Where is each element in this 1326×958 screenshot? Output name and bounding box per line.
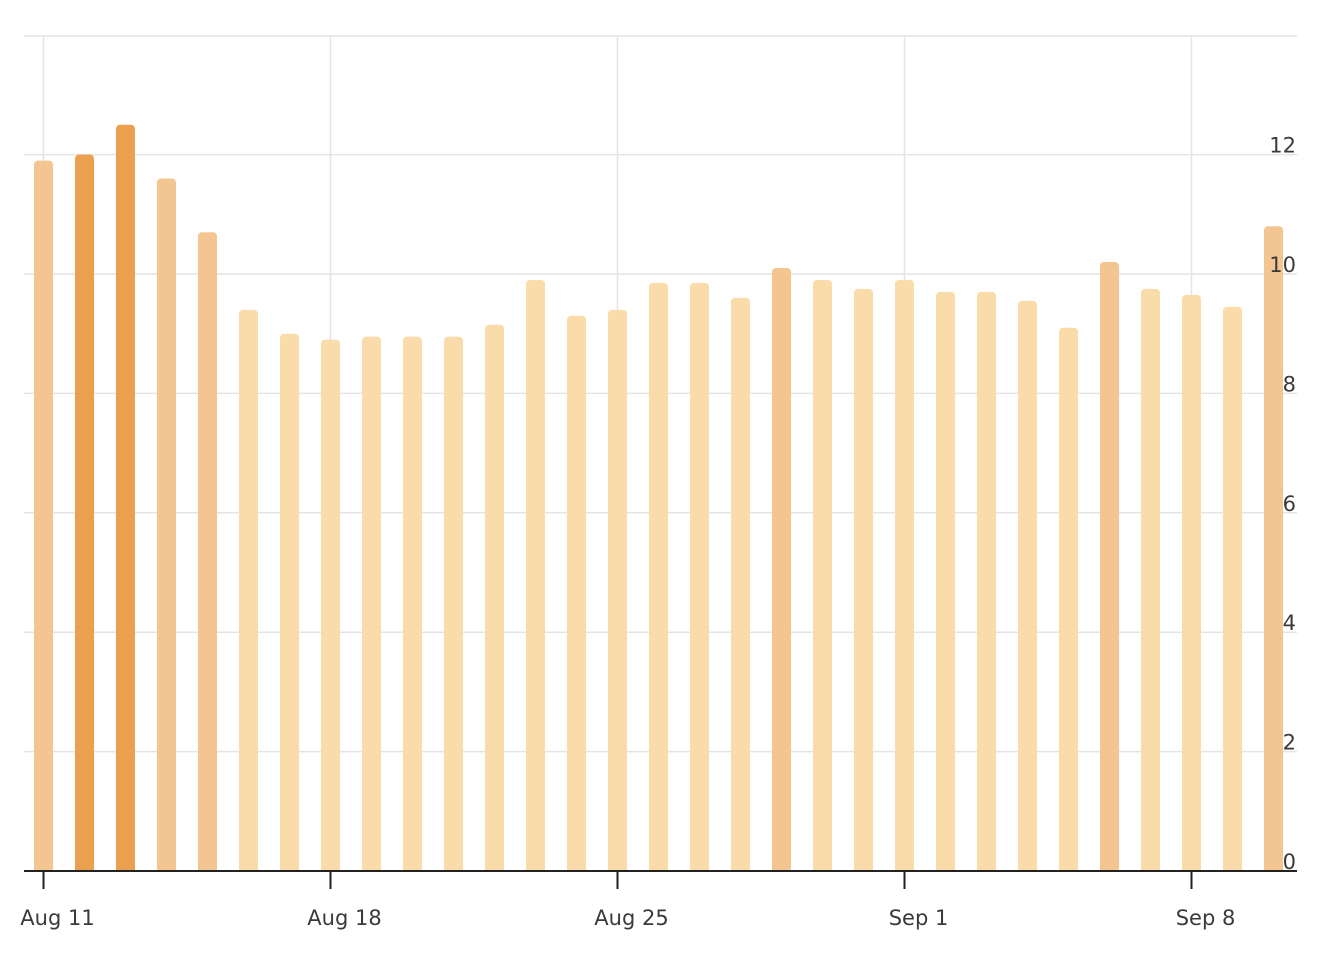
bar-base bbox=[280, 865, 299, 871]
bar bbox=[731, 297, 750, 871]
x-tick-label: Aug 25 bbox=[594, 906, 668, 930]
bar bbox=[321, 339, 340, 871]
bar-base bbox=[485, 865, 504, 871]
x-tick-label: Sep 8 bbox=[1176, 906, 1236, 930]
bar-base bbox=[1100, 865, 1119, 871]
y-tick-label: 4 bbox=[1283, 611, 1296, 635]
bar-base bbox=[362, 865, 381, 871]
bar-base bbox=[75, 865, 94, 871]
bar bbox=[1223, 306, 1242, 872]
bar bbox=[1059, 327, 1078, 872]
bar-base bbox=[321, 865, 340, 871]
bar bbox=[1100, 262, 1119, 871]
bar bbox=[854, 288, 873, 871]
bar-base bbox=[403, 865, 422, 871]
bar-base bbox=[239, 865, 258, 871]
bar-base bbox=[608, 865, 627, 871]
bar-base bbox=[649, 865, 668, 871]
bar-base bbox=[567, 865, 586, 871]
x-tick-label: Aug 11 bbox=[20, 906, 94, 930]
bar-base bbox=[444, 865, 463, 871]
bar-base bbox=[1059, 865, 1078, 871]
bar bbox=[444, 336, 463, 871]
bar-base bbox=[34, 865, 53, 871]
bar bbox=[485, 324, 504, 871]
bar bbox=[1018, 300, 1037, 871]
bar bbox=[1264, 226, 1283, 872]
bar-base bbox=[1018, 865, 1037, 871]
bar bbox=[157, 178, 176, 872]
bar-base bbox=[813, 865, 832, 871]
bar bbox=[1141, 288, 1160, 871]
bar-base bbox=[977, 865, 996, 871]
bar bbox=[977, 291, 996, 871]
bar bbox=[936, 291, 955, 871]
bar bbox=[403, 336, 422, 871]
bar bbox=[198, 232, 217, 871]
bar bbox=[1182, 294, 1201, 871]
bar bbox=[690, 282, 709, 872]
bar-base bbox=[526, 865, 545, 871]
y-axis: 0 2 4 6 8 10 12 bbox=[1269, 134, 1296, 874]
x-axis-labels: Aug 11 Aug 18 Aug 25 Sep 1 Sep 8 bbox=[20, 906, 1235, 930]
bars bbox=[34, 124, 1283, 872]
bar-base bbox=[157, 865, 176, 871]
y-tick-label: 6 bbox=[1283, 492, 1296, 516]
bar-base bbox=[1223, 865, 1242, 871]
x-axis bbox=[24, 870, 1297, 889]
bar-base bbox=[731, 865, 750, 871]
y-tick-label: 2 bbox=[1283, 731, 1296, 755]
y-tick-label: 8 bbox=[1283, 372, 1296, 396]
bar bbox=[280, 333, 299, 871]
y-tick-label: 0 bbox=[1283, 850, 1296, 874]
bar bbox=[75, 154, 94, 872]
bar-base bbox=[690, 865, 709, 871]
bar-base bbox=[198, 865, 217, 871]
bar-base bbox=[772, 865, 791, 871]
bar bbox=[239, 309, 258, 871]
bar-base bbox=[854, 865, 873, 871]
bar bbox=[772, 268, 791, 871]
bar-base bbox=[116, 865, 135, 871]
x-tick-label: Sep 1 bbox=[889, 906, 949, 930]
y-tick-label: 12 bbox=[1269, 134, 1296, 158]
bar bbox=[649, 282, 668, 872]
bar bbox=[34, 160, 53, 871]
bar bbox=[116, 124, 135, 871]
x-tick-label: Aug 18 bbox=[307, 906, 381, 930]
bar-base bbox=[936, 865, 955, 871]
bar-base bbox=[1141, 865, 1160, 871]
bar-base bbox=[1182, 865, 1201, 871]
bar bbox=[526, 279, 545, 872]
bar bbox=[813, 279, 832, 872]
bar bbox=[895, 279, 914, 872]
bar bbox=[567, 315, 586, 871]
bar-base bbox=[1264, 865, 1283, 871]
bar-base bbox=[895, 865, 914, 871]
y-tick-label: 10 bbox=[1269, 253, 1296, 277]
bar bbox=[608, 309, 627, 871]
bar bbox=[362, 336, 381, 871]
